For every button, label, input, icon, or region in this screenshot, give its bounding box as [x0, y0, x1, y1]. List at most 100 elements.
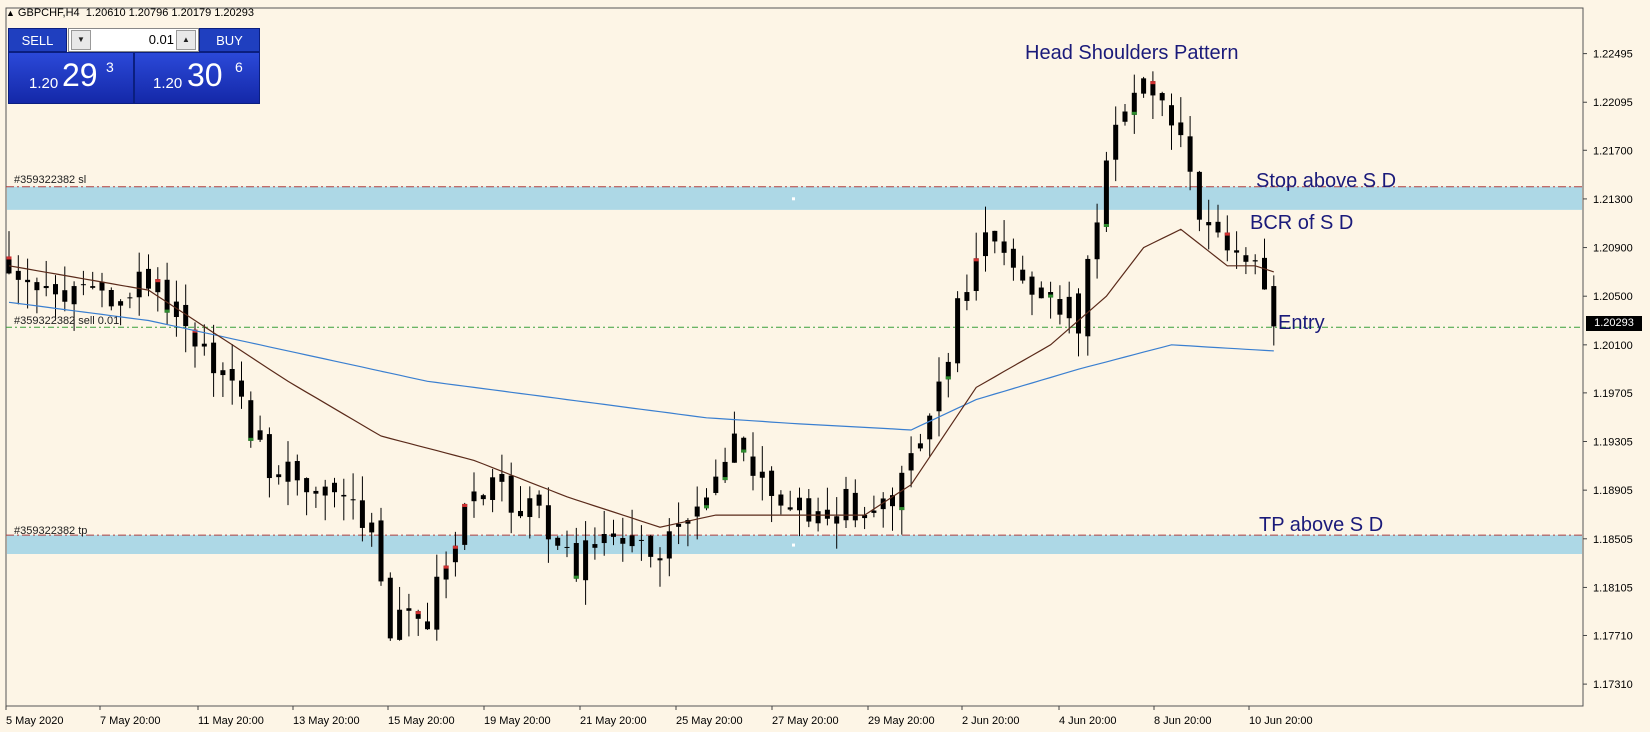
candle-body — [573, 543, 579, 579]
candle-body — [1113, 124, 1119, 160]
buy-price-point: 6 — [235, 59, 243, 75]
candle-body — [917, 443, 923, 449]
candle-body — [908, 453, 914, 471]
zone-anchor-1 — [792, 543, 795, 547]
candle-body — [192, 329, 198, 347]
candle-body — [257, 430, 263, 440]
sell-price-pips: 29 — [62, 57, 98, 93]
x-tick-label: 8 Jun 20:00 — [1154, 715, 1212, 727]
y-tick-label: 1.21700 — [1593, 145, 1633, 157]
annotation-head-shoulders: Head Shoulders Pattern — [1025, 42, 1239, 64]
candle-body — [43, 285, 49, 289]
sell-price-prefix: 1.20 — [29, 75, 59, 92]
candle-tip — [248, 437, 254, 441]
candle-body — [1159, 93, 1165, 101]
candle-tip — [899, 507, 905, 511]
candle-body — [1178, 122, 1184, 136]
candle-body — [462, 503, 468, 545]
candle-body — [220, 370, 226, 376]
buy-price-prefix: 1.20 — [153, 75, 183, 92]
candle-body — [880, 498, 886, 510]
candle-body — [1206, 222, 1212, 226]
candle-tip — [1224, 232, 1230, 236]
candle-body — [80, 284, 86, 286]
candle-body — [434, 576, 440, 630]
candle-body — [201, 343, 207, 347]
candle-body — [1057, 299, 1063, 315]
candle-body — [211, 342, 217, 374]
candle-body — [146, 268, 151, 289]
candle-body — [834, 516, 840, 524]
symbol-timeframe: GBPCHF,H4 — [17, 7, 80, 19]
candle-body — [1252, 260, 1258, 262]
buy-button[interactable]: BUY — [199, 28, 260, 52]
candle-body — [266, 434, 272, 479]
candle-body — [1085, 258, 1091, 337]
candle-body — [638, 539, 644, 541]
x-tick-label: 10 Jun 20:00 — [1249, 715, 1313, 727]
candle-tip — [973, 258, 979, 262]
candle-tip — [415, 611, 421, 615]
candle-body — [415, 611, 421, 619]
x-tick-label: 19 May 20:00 — [484, 715, 551, 727]
candle-body — [797, 497, 802, 511]
candle-body — [1224, 232, 1230, 251]
annotation-tp: TP above S D — [1259, 514, 1384, 536]
buy-price-button[interactable]: 1.20 30 6 — [134, 52, 260, 104]
candle-tip — [741, 449, 747, 453]
y-tick-label: 1.18505 — [1593, 534, 1633, 546]
sell-button[interactable]: SELL — [8, 28, 67, 52]
candle-body — [666, 531, 672, 559]
sell-price-button[interactable]: 1.20 29 3 — [8, 52, 134, 104]
candle-body — [983, 232, 988, 257]
lot-size-field[interactable]: ▼ 0.01 ▲ — [68, 28, 199, 52]
candle-body — [425, 621, 430, 630]
lot-decrease-icon[interactable]: ▼ — [71, 30, 91, 50]
candle-body — [1094, 222, 1100, 260]
candle-body — [15, 270, 21, 280]
candle-body — [322, 486, 328, 496]
candle-body — [285, 461, 291, 482]
candle-body — [527, 498, 533, 518]
candle-body — [1038, 287, 1044, 299]
entry-order-label: #359322382 sell 0.01 — [14, 315, 120, 327]
candle-body — [890, 495, 895, 507]
candle-body — [945, 361, 951, 380]
candle-body — [378, 520, 384, 582]
candle-body — [350, 499, 356, 501]
candle-body — [852, 492, 858, 521]
plot-frame — [5, 7, 1584, 707]
annotation-entry: Entry — [1278, 312, 1325, 334]
symbol-header: ▲ GBPCHF,H4 1.20610 1.20796 1.20179 1.202… — [6, 7, 254, 19]
buy-price-pips: 30 — [187, 57, 223, 93]
candle-body — [1141, 78, 1147, 94]
candle-body — [490, 477, 496, 500]
candle-tip — [704, 505, 709, 509]
candle-body — [750, 456, 756, 476]
candle-body — [71, 286, 77, 305]
candle-body — [676, 523, 682, 527]
candle-body — [871, 510, 877, 513]
candle-body — [90, 286, 96, 288]
candle-body — [248, 400, 254, 441]
candle-body — [992, 230, 998, 242]
candle-body — [964, 292, 970, 301]
candle-body — [862, 514, 868, 519]
stop-loss-order-label: #359322382 sl — [14, 174, 87, 186]
candle-tip — [462, 503, 468, 507]
lot-size-value[interactable]: 0.01 — [148, 32, 174, 47]
candle-body — [173, 301, 179, 318]
candle-body — [1196, 171, 1202, 220]
y-tick-label: 1.22095 — [1593, 97, 1633, 109]
candle-body — [1010, 248, 1016, 268]
candle-tip — [1131, 111, 1137, 115]
candle-body — [499, 474, 505, 482]
collapse-triangle-icon[interactable]: ▲ — [6, 8, 15, 18]
candle-body — [955, 298, 961, 364]
x-tick-label: 11 May 20:00 — [198, 715, 264, 727]
candle-body — [824, 509, 830, 519]
lot-increase-icon[interactable]: ▲ — [176, 30, 196, 50]
x-tick-label: 7 May 20:00 — [100, 715, 161, 727]
